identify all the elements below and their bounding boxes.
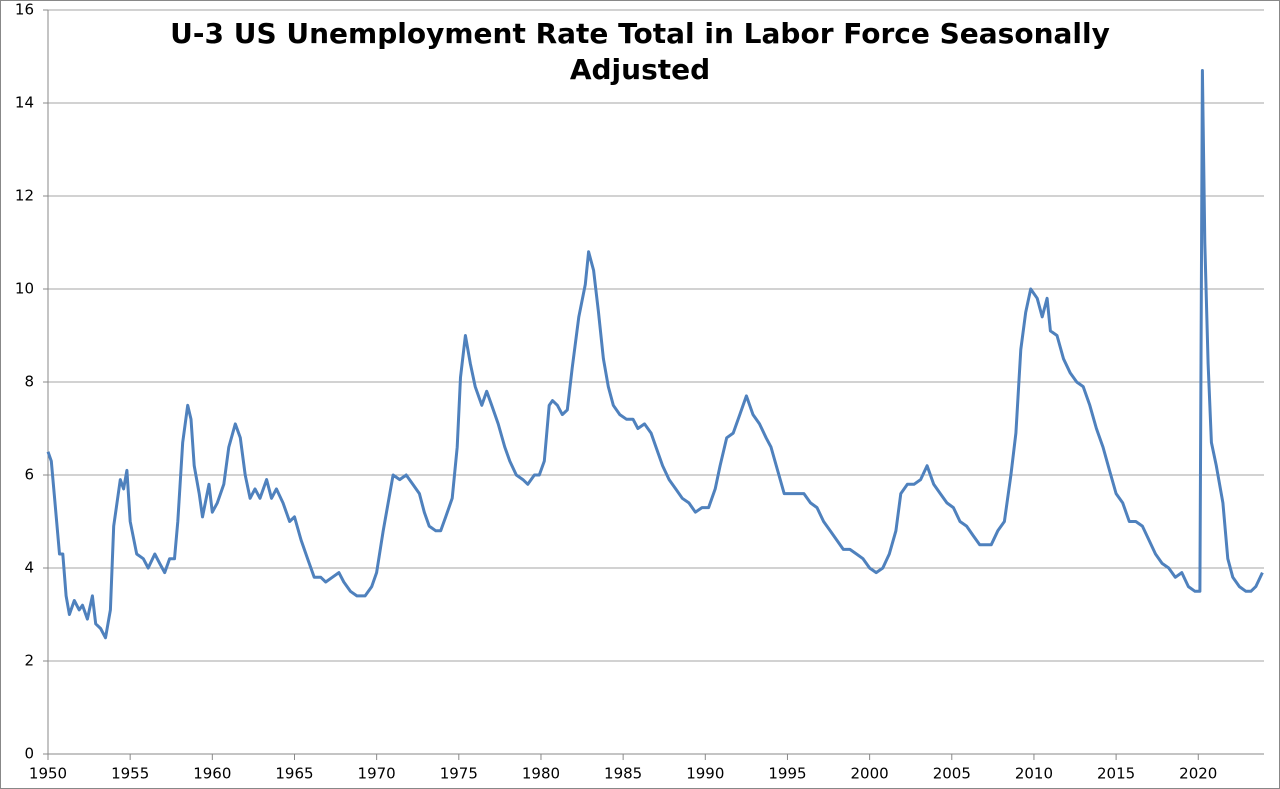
chart-title: Adjusted xyxy=(570,53,710,86)
y-tick-label: 16 xyxy=(15,1,34,19)
data-line xyxy=(46,69,1264,640)
x-tick-label: 1970 xyxy=(358,765,396,783)
y-tick-label: 12 xyxy=(15,187,34,205)
y-tick-label: 10 xyxy=(15,280,34,298)
chart-title: U-3 US Unemployment Rate Total in Labor … xyxy=(170,17,1110,50)
x-tick-label: 2010 xyxy=(1015,765,1053,783)
x-tick-label: 1975 xyxy=(440,765,478,783)
x-tick-label: 1965 xyxy=(275,765,313,783)
y-tick-label: 4 xyxy=(24,559,34,577)
y-tick-label: 0 xyxy=(24,745,34,763)
x-tick-label: 1995 xyxy=(768,765,806,783)
x-tick-label: 2005 xyxy=(933,765,971,783)
y-tick-label: 14 xyxy=(15,94,34,112)
x-tick-label: 1985 xyxy=(604,765,642,783)
y-tick-label: 2 xyxy=(24,652,34,670)
x-tick-label: 2020 xyxy=(1179,765,1217,783)
x-tick-label: 1960 xyxy=(193,765,231,783)
x-tick-label: 1955 xyxy=(111,765,149,783)
x-tick-label: 1990 xyxy=(686,765,724,783)
y-tick-label: 8 xyxy=(24,373,34,391)
x-tick-label: 1980 xyxy=(522,765,560,783)
y-tick-label: 6 xyxy=(24,466,34,484)
x-tick-label: 2000 xyxy=(851,765,889,783)
x-tick-label: 2015 xyxy=(1097,765,1135,783)
x-tick-label: 1950 xyxy=(29,765,67,783)
